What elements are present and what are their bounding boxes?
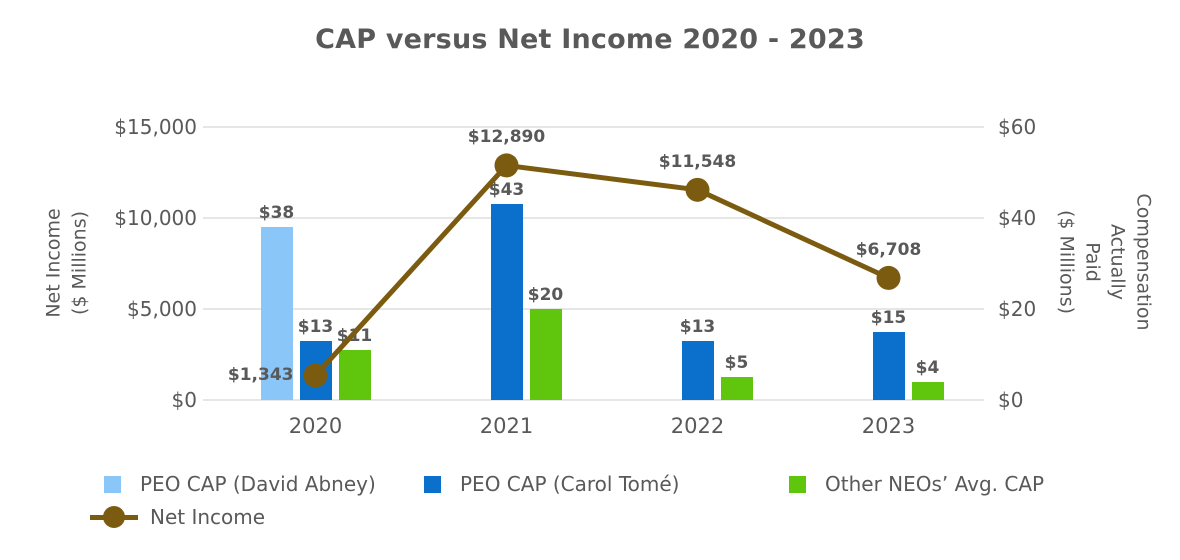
- right-axis-tick-label: $0: [998, 388, 1024, 412]
- net-income-marker: [494, 153, 519, 178]
- bar-value-label: $4: [915, 357, 940, 378]
- gridline: [203, 399, 984, 401]
- legend-item: Net Income: [90, 505, 265, 529]
- right-axis-tick-label: $60: [998, 115, 1037, 139]
- legend-swatch-icon: [424, 475, 441, 493]
- legend-swatch-icon: [789, 475, 806, 493]
- net-income-marker: [685, 177, 710, 202]
- legend-swatch-icon: [104, 475, 121, 493]
- bar-value-label: $13: [679, 316, 716, 337]
- bar: [299, 340, 332, 400]
- bar: [911, 381, 944, 400]
- bar-value-label: $43: [488, 180, 525, 201]
- legend-item: PEO CAP (Carol Tomé): [424, 472, 679, 496]
- bar: [720, 377, 753, 400]
- left-axis-tick-label: $5,000: [127, 297, 197, 321]
- left-axis-tick-label: $0: [171, 388, 197, 412]
- x-axis-category-label: 2023: [861, 414, 916, 438]
- net-income-marker: [876, 265, 901, 290]
- x-axis-category-label: 2020: [288, 414, 343, 438]
- legend-item: Other NEOs’ Avg. CAP: [789, 472, 1044, 496]
- legend-line-marker-icon: [90, 506, 138, 528]
- bar-value-label: $11: [336, 325, 373, 346]
- legend-label: PEO CAP (Carol Tomé): [460, 472, 680, 496]
- bar: [529, 309, 562, 400]
- x-axis-category-label: 2022: [670, 414, 725, 438]
- bar-value-label: $5: [724, 353, 749, 374]
- net-income-value-label: $6,708: [855, 239, 922, 260]
- left-axis-tick-label: $15,000: [114, 115, 197, 139]
- left-axis-tick-label: $10,000: [114, 206, 197, 230]
- bar-value-label: $15: [870, 307, 907, 328]
- bar-value-label: $38: [258, 203, 295, 224]
- bar: [260, 227, 293, 400]
- net-income-value-label: $1,343: [227, 364, 294, 385]
- x-axis-category-label: 2021: [479, 414, 534, 438]
- legend-label: PEO CAP (David Abney): [140, 472, 376, 496]
- bar: [338, 349, 371, 400]
- legend-label: Net Income: [150, 505, 266, 529]
- net-income-value-label: $12,890: [467, 127, 546, 148]
- legend-item: PEO CAP (David Abney): [104, 472, 376, 496]
- net-income-value-label: $11,548: [658, 151, 737, 172]
- bar-value-label: $20: [527, 285, 564, 305]
- gridline: [203, 126, 984, 128]
- legend-label: Other NEOs’ Avg. CAP: [825, 472, 1045, 496]
- gridline: [203, 217, 984, 219]
- chart-title: CAP versus Net Income 2020 - 2023: [315, 24, 865, 55]
- right-axis-tick-label: $40: [998, 206, 1037, 230]
- right-axis-tick-label: $20: [998, 297, 1037, 321]
